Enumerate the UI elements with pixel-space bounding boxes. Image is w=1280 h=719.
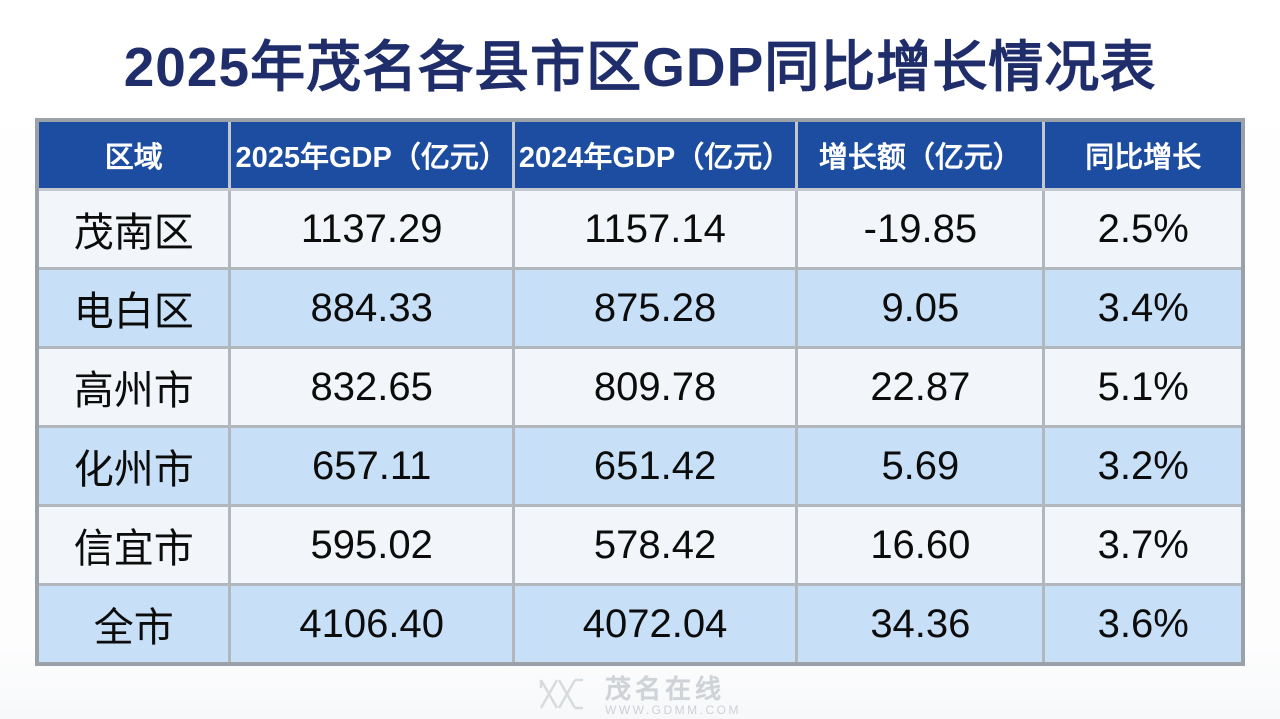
watermark-text-block: 茂名在线 WWW.GDMM.COM [605, 676, 741, 716]
table-row-maonan: 茂南区 1137.29 1157.14 -19.85 2.5% [35, 188, 1245, 270]
growth-amount-cell: 34.36 [795, 583, 1046, 666]
table-row-citywide: 全市 4106.40 4072.04 34.36 3.6% [35, 583, 1245, 666]
watermark-site-url: WWW.GDMM.COM [605, 703, 741, 717]
table-row-dianbai: 电白区 884.33 875.28 9.05 3.4% [35, 267, 1245, 349]
region-cell: 化州市 [35, 425, 232, 507]
yoy-growth-cell: 3.2% [1042, 425, 1245, 507]
region-cell: 全市 [35, 583, 232, 666]
growth-amount-cell: 5.69 [795, 425, 1046, 507]
column-header-yoy-growth: 同比增长 [1042, 118, 1245, 191]
column-header-region: 区域 [35, 118, 232, 191]
gdp-table-container: 区域 2025年GDP（亿元） 2024年GDP（亿元） 增长额（亿元） 同比增… [35, 118, 1245, 666]
yoy-growth-cell: 2.5% [1042, 188, 1245, 270]
gdp-2025-cell: 832.65 [228, 346, 515, 428]
yoy-growth-cell: 3.6% [1042, 583, 1245, 666]
yoy-growth-cell: 3.7% [1042, 504, 1245, 586]
region-cell: 信宜市 [35, 504, 232, 586]
gdp-2025-cell: 4106.40 [228, 583, 515, 666]
gdp-2024-cell: 578.42 [511, 504, 799, 586]
gdp-2024-cell: 651.42 [511, 425, 799, 507]
gdp-2025-cell: 657.11 [228, 425, 515, 507]
table-row-gaozhou: 高州市 832.65 809.78 22.87 5.1% [35, 346, 1245, 428]
region-cell: 电白区 [35, 267, 232, 349]
region-cell: 茂南区 [35, 188, 232, 270]
yoy-growth-cell: 3.4% [1042, 267, 1245, 349]
gdp-2024-cell: 4072.04 [511, 583, 799, 666]
gdp-2024-cell: 875.28 [511, 267, 799, 349]
watermark-site-name: 茂名在线 [605, 674, 726, 704]
growth-amount-cell: -19.85 [795, 188, 1046, 270]
region-cell: 高州市 [35, 346, 232, 428]
growth-amount-cell: 22.87 [795, 346, 1046, 428]
table-row-huazhou: 化州市 657.11 651.42 5.69 3.2% [35, 425, 1245, 507]
growth-amount-cell: 16.60 [795, 504, 1046, 586]
growth-amount-cell: 9.05 [795, 267, 1046, 349]
header-row: 区域 2025年GDP（亿元） 2024年GDP（亿元） 增长额（亿元） 同比增… [35, 118, 1245, 191]
gdp-2024-cell: 1157.14 [511, 188, 799, 270]
gdp-2025-cell: 884.33 [228, 267, 515, 349]
column-header-gdp-2024: 2024年GDP（亿元） [511, 118, 799, 191]
gdp-2025-cell: 1137.29 [228, 188, 515, 270]
watermark: 茂名在线 WWW.GDMM.COM [0, 673, 1280, 719]
yoy-growth-cell: 5.1% [1042, 346, 1245, 428]
column-header-growth-amount: 增长额（亿元） [795, 118, 1046, 191]
gdp-table: 区域 2025年GDP（亿元） 2024年GDP（亿元） 增长额（亿元） 同比增… [35, 118, 1245, 666]
maoming-online-logo-icon [539, 676, 595, 717]
gdp-2025-cell: 595.02 [228, 504, 515, 586]
table-row-xinyi: 信宜市 595.02 578.42 16.60 3.7% [35, 504, 1245, 586]
gdp-2024-cell: 809.78 [511, 346, 799, 428]
page-title: 2025年茂名各县市区GDP同比增长情况表 [123, 36, 1157, 98]
column-header-gdp-2025: 2025年GDP（亿元） [228, 118, 515, 191]
